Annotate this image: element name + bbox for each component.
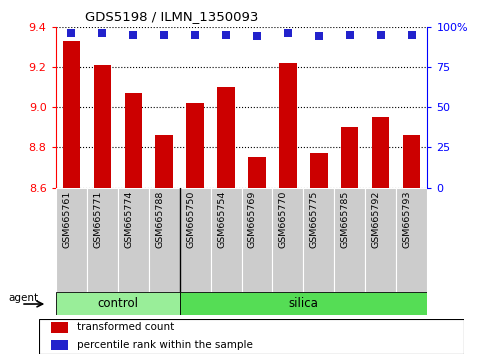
Bar xyxy=(149,188,180,292)
Point xyxy=(67,30,75,36)
Bar xyxy=(272,188,303,292)
Bar xyxy=(403,135,421,188)
Point xyxy=(377,32,385,38)
Text: GSM665761: GSM665761 xyxy=(62,191,71,248)
Point xyxy=(284,30,292,36)
Point xyxy=(129,32,137,38)
Bar xyxy=(156,135,172,188)
Bar xyxy=(311,153,327,188)
Bar xyxy=(242,188,272,292)
Bar xyxy=(51,322,69,333)
Text: percentile rank within the sample: percentile rank within the sample xyxy=(77,340,253,350)
Bar xyxy=(248,158,266,188)
Text: GSM665785: GSM665785 xyxy=(341,191,350,248)
Point xyxy=(408,32,416,38)
Point xyxy=(253,33,261,39)
Bar xyxy=(117,188,149,292)
Text: GSM665754: GSM665754 xyxy=(217,191,226,248)
Bar xyxy=(366,188,397,292)
Bar xyxy=(180,292,427,315)
Bar xyxy=(280,63,297,188)
Text: GSM665788: GSM665788 xyxy=(155,191,164,248)
Bar xyxy=(334,188,366,292)
Bar xyxy=(56,188,86,292)
Text: GSM665770: GSM665770 xyxy=(279,191,288,248)
Text: GDS5198 / ILMN_1350093: GDS5198 / ILMN_1350093 xyxy=(85,10,259,23)
Bar xyxy=(51,340,69,350)
Text: GSM665793: GSM665793 xyxy=(403,191,412,248)
Bar xyxy=(372,117,389,188)
Text: GSM665774: GSM665774 xyxy=(124,191,133,248)
Bar xyxy=(94,65,111,188)
Point xyxy=(315,33,323,39)
Point xyxy=(346,32,354,38)
Bar xyxy=(86,188,117,292)
Bar xyxy=(125,93,142,188)
Text: transformed count: transformed count xyxy=(77,322,174,332)
Bar xyxy=(186,103,203,188)
Text: GSM665771: GSM665771 xyxy=(93,191,102,248)
Text: agent: agent xyxy=(8,293,39,303)
Bar xyxy=(211,188,242,292)
Bar xyxy=(217,87,235,188)
Text: silica: silica xyxy=(288,297,318,310)
Text: GSM665792: GSM665792 xyxy=(372,191,381,248)
Point xyxy=(98,30,106,36)
Text: GSM665750: GSM665750 xyxy=(186,191,195,248)
Point xyxy=(191,32,199,38)
Text: control: control xyxy=(97,297,138,310)
Text: GSM665775: GSM665775 xyxy=(310,191,319,248)
Bar xyxy=(62,41,80,188)
Bar xyxy=(303,188,334,292)
Bar xyxy=(56,292,180,315)
Bar xyxy=(341,127,358,188)
Bar xyxy=(180,188,211,292)
Text: GSM665769: GSM665769 xyxy=(248,191,257,248)
Point xyxy=(222,32,230,38)
Bar xyxy=(397,188,427,292)
Point xyxy=(160,32,168,38)
